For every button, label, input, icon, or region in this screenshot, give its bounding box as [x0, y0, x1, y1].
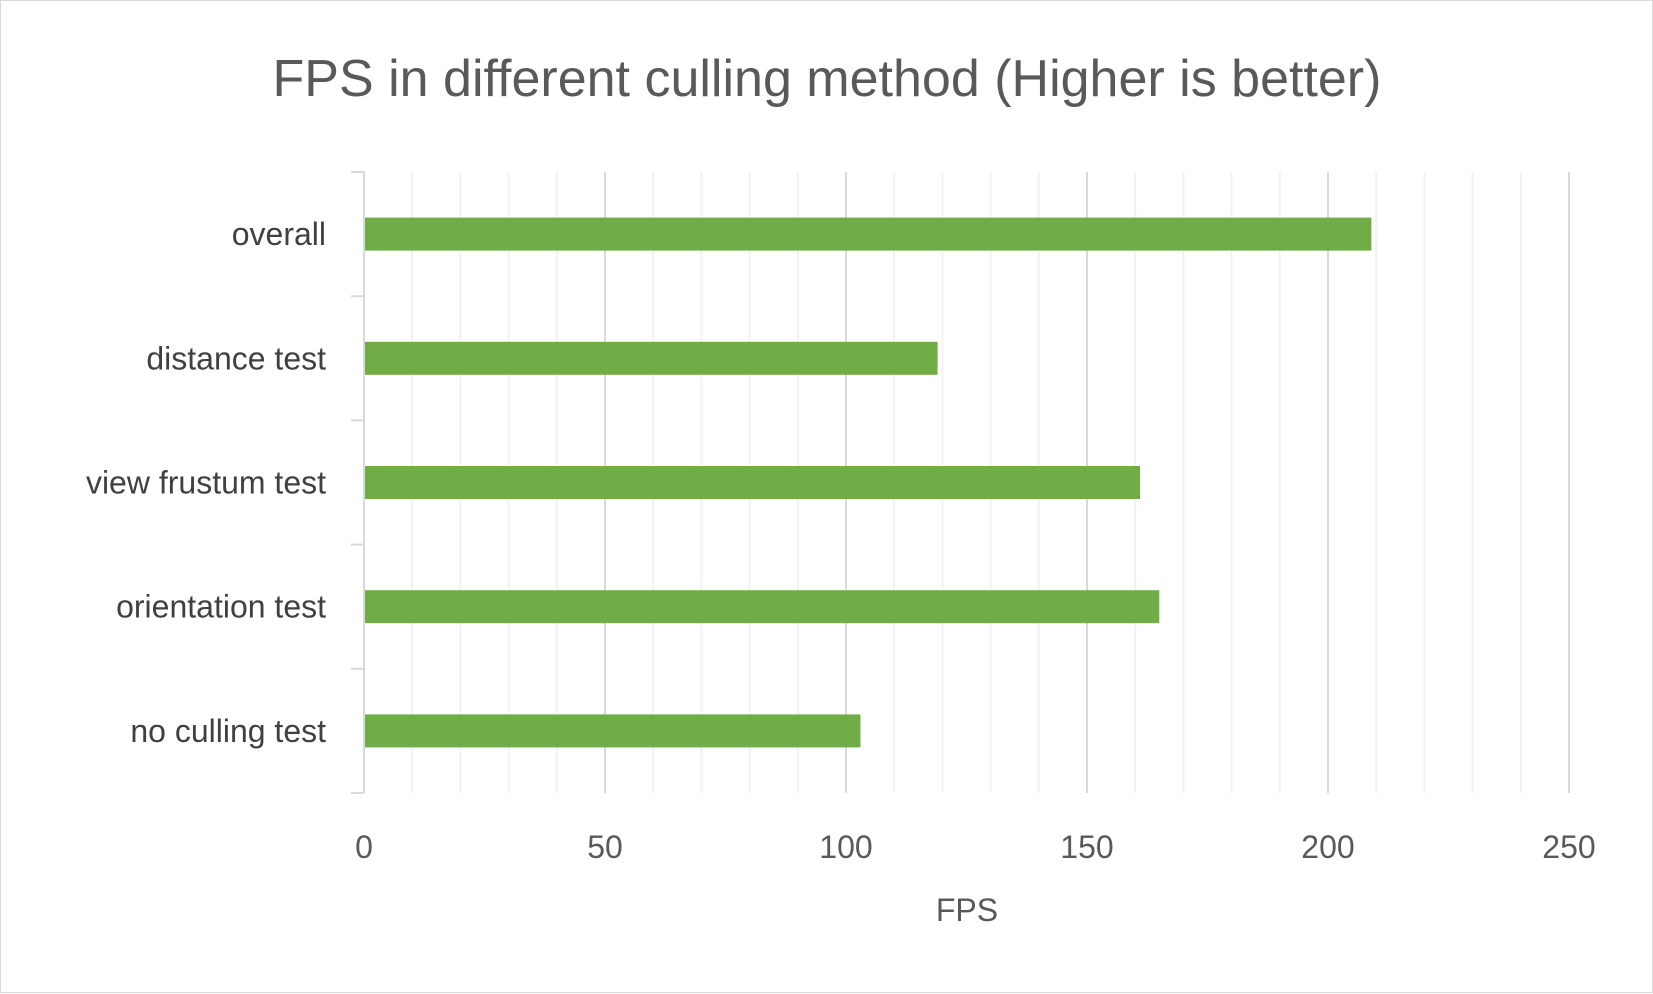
x-tick-label: 150 — [1060, 829, 1113, 865]
category-label: view frustum test — [86, 465, 326, 501]
bar — [365, 714, 861, 748]
x-axis-title: FPS — [936, 892, 998, 928]
bar — [365, 341, 938, 375]
category-label: orientation test — [116, 589, 326, 625]
axes — [351, 171, 365, 794]
bar — [365, 466, 1141, 499]
bars — [365, 217, 1372, 748]
bar — [365, 590, 1160, 624]
chart-title: FPS in different culling method (Higher … — [273, 50, 1382, 108]
category-label: overall — [232, 216, 326, 252]
category-label: no culling test — [130, 713, 326, 749]
category-label: distance test — [146, 340, 326, 376]
x-tick-label: 100 — [819, 829, 872, 865]
x-tick-label: 0 — [355, 829, 373, 865]
x-tick-label: 50 — [587, 829, 623, 865]
bar — [365, 217, 1372, 251]
x-tick-label: 200 — [1301, 829, 1354, 865]
category-labels: overall distance test view frustum test ori… — [86, 216, 326, 749]
x-tick-labels: 0 50 100 150 200 250 — [355, 829, 1596, 865]
x-tick-label: 250 — [1542, 829, 1595, 865]
